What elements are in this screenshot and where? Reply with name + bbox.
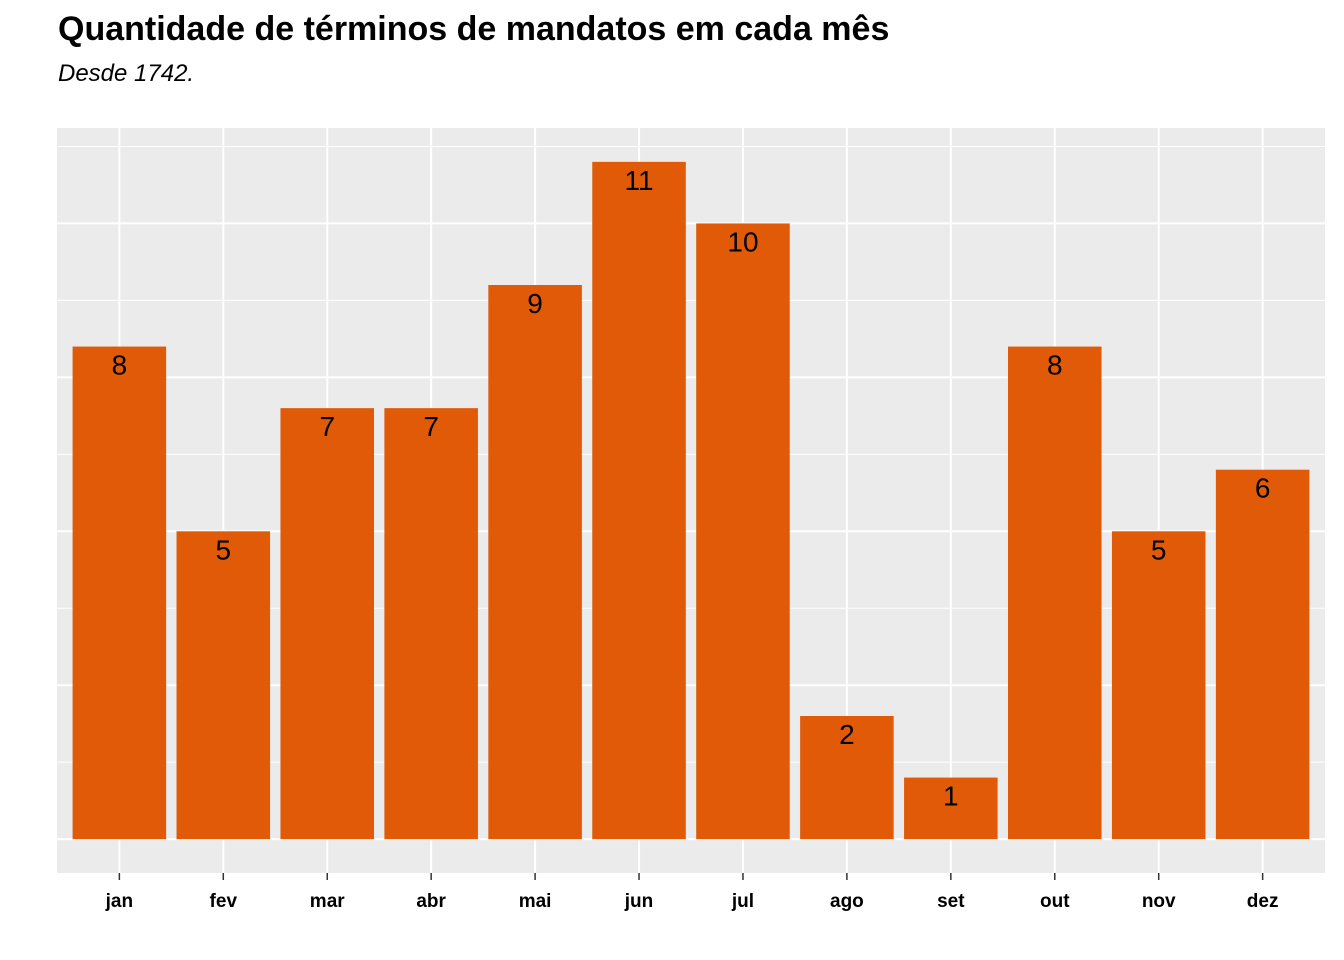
x-tick-label: fev	[210, 891, 238, 912]
bar-value-label: 8	[1047, 350, 1063, 381]
x-tick-label: mar	[310, 891, 345, 912]
x-tick-label: set	[937, 891, 965, 912]
x-tick-label: abr	[416, 891, 446, 912]
bar-mai	[488, 285, 582, 839]
x-tick-label: jun	[624, 891, 654, 912]
bar-out	[1008, 347, 1102, 840]
bar-value-label: 11	[624, 165, 653, 196]
x-tick-label: out	[1040, 891, 1070, 912]
bar-value-label: 10	[727, 226, 758, 257]
x-tick-label: jan	[105, 891, 133, 912]
bar-value-label: 8	[112, 350, 128, 381]
x-axis-ticks	[119, 873, 1262, 880]
bar-value-label: 5	[1151, 534, 1167, 565]
bar-dez	[1216, 470, 1310, 839]
bar-mar	[280, 408, 374, 839]
bar-nov	[1112, 531, 1206, 839]
bar-value-label: 1	[943, 781, 959, 812]
bar-value-label: 6	[1255, 473, 1271, 504]
bar-jun	[592, 162, 686, 839]
x-tick-label: dez	[1247, 891, 1279, 912]
bar-fev	[177, 531, 271, 839]
bar-jul	[696, 223, 790, 839]
x-tick-label: ago	[830, 891, 864, 912]
bar-jan	[73, 347, 167, 840]
bar-value-label: 7	[319, 411, 335, 442]
x-tick-label: nov	[1142, 891, 1176, 912]
bar-value-label: 9	[527, 288, 543, 319]
x-tick-label: mai	[519, 891, 552, 912]
bar-value-label: 2	[839, 719, 855, 750]
x-tick-label: jul	[731, 891, 754, 912]
bar-value-label: 5	[216, 534, 232, 565]
bar-abr	[384, 408, 478, 839]
x-axis-tick-labels: jan fev mar abr mai jun jul ago set out nov dez	[105, 891, 1279, 912]
bar-value-label: 7	[423, 411, 439, 442]
